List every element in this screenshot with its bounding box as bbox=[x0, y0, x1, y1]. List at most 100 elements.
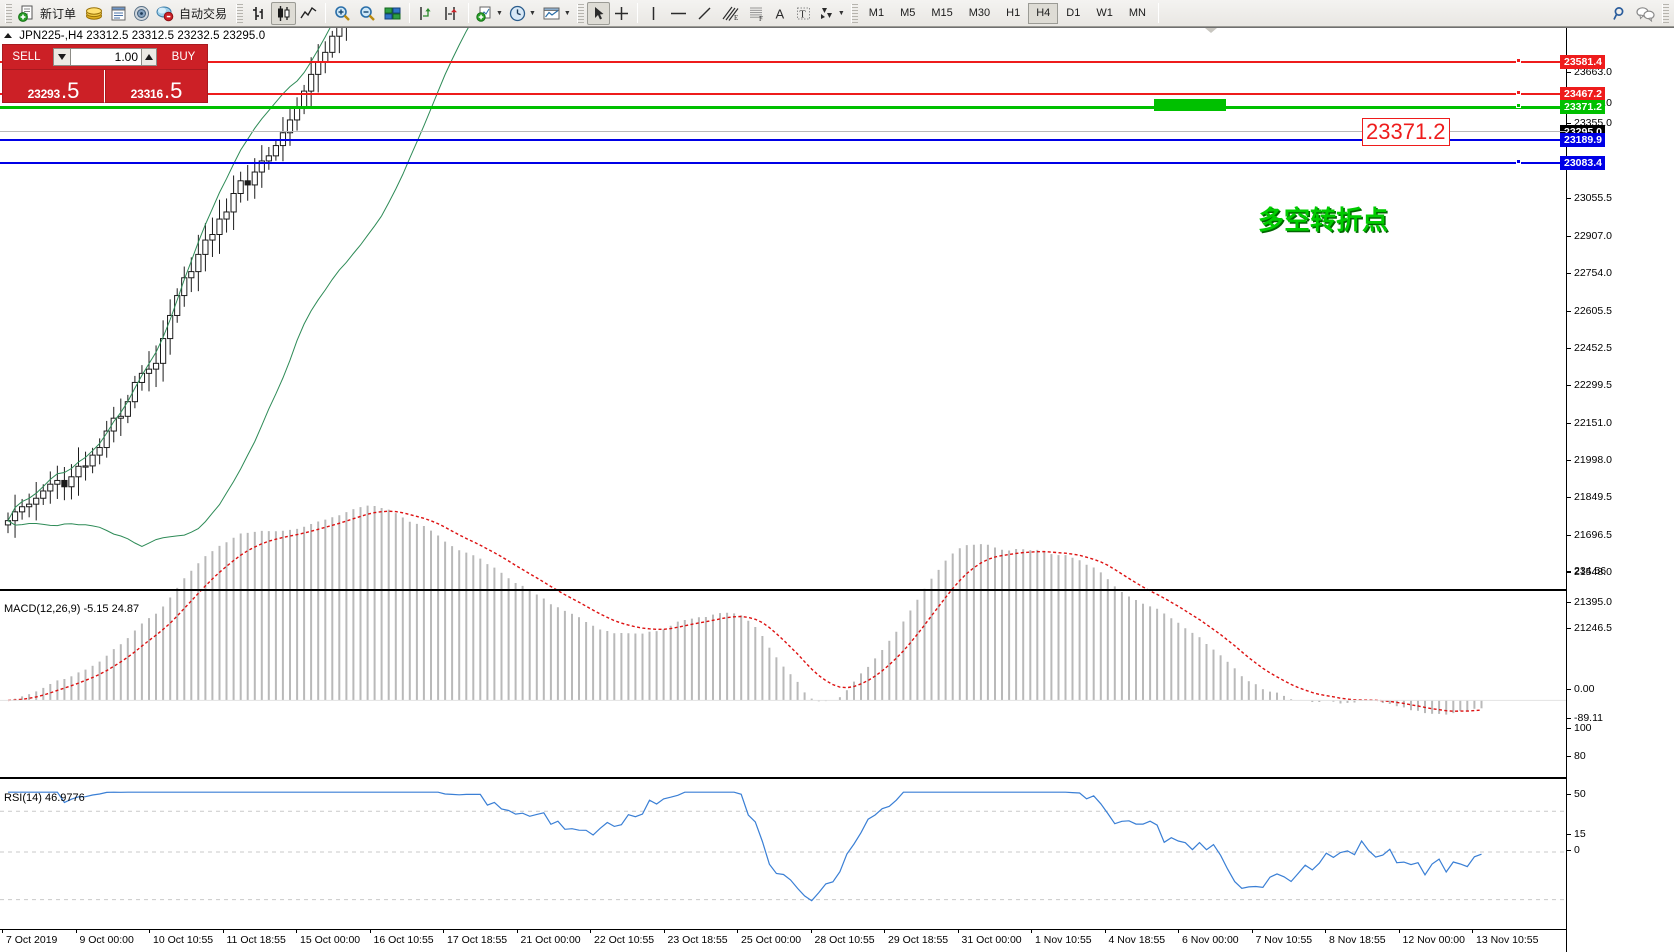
data-window-button[interactable] bbox=[107, 2, 130, 25]
candlestick-chart-button[interactable] bbox=[271, 1, 297, 25]
buy-button[interactable]: BUY bbox=[160, 44, 208, 70]
timeframe-button-h1[interactable]: H1 bbox=[1006, 7, 1021, 19]
indicators-caret-icon[interactable]: ▼ bbox=[496, 9, 503, 17]
timeframe-button-w1[interactable]: W1 bbox=[1096, 7, 1113, 19]
timeframe-button-d1[interactable]: D1 bbox=[1066, 7, 1081, 19]
volume-dropdown-button[interactable] bbox=[53, 48, 71, 66]
chat-button[interactable] bbox=[1632, 2, 1659, 25]
buy-price-display[interactable]: 23316 .5 bbox=[105, 70, 208, 103]
price-callout-label[interactable]: 23371.2 bbox=[1362, 118, 1450, 146]
vertical-line-icon bbox=[652, 6, 655, 20]
templates-caret-icon[interactable]: ▼ bbox=[563, 9, 571, 17]
support-line-2[interactable] bbox=[0, 162, 1566, 164]
zoom-out-button[interactable] bbox=[355, 2, 380, 25]
timeframe-button-m15[interactable]: M15 bbox=[931, 7, 953, 19]
chevron-down-icon bbox=[58, 54, 66, 60]
equidistant-channel-tool-button[interactable]: E bbox=[717, 2, 744, 25]
timeframe-button-m1[interactable]: M1 bbox=[868, 7, 885, 19]
indicators-button[interactable]: ▼ bbox=[473, 2, 506, 25]
toolbar-grip-1[interactable] bbox=[5, 3, 12, 23]
pivot-line[interactable] bbox=[0, 106, 1566, 109]
period-button[interactable]: ▼ bbox=[506, 2, 539, 25]
price-tick: 23055.5 bbox=[1567, 192, 1612, 204]
buy-button-label: BUY bbox=[171, 51, 196, 63]
arrows-tool-button[interactable]: ▼ bbox=[815, 2, 848, 25]
templates-button[interactable]: ▼ bbox=[539, 2, 574, 25]
chinese-annotation[interactable]: 多空转折点 bbox=[1258, 205, 1389, 235]
zoom-in-button[interactable] bbox=[330, 2, 355, 25]
price-badge-resistance[interactable]: 23467.2 bbox=[1560, 87, 1605, 101]
crosshair-tool-button[interactable] bbox=[610, 2, 633, 25]
toolbar-grip-4[interactable] bbox=[850, 3, 858, 23]
compass-icon bbox=[134, 5, 150, 21]
collapse-triangle-icon[interactable] bbox=[4, 33, 12, 38]
arrows-caret-icon[interactable]: ▼ bbox=[837, 9, 845, 17]
text-label-tool-button[interactable]: T bbox=[792, 2, 815, 25]
search-button[interactable] bbox=[1607, 2, 1632, 25]
trade-panel-top-row: SELL 1.00 BUY bbox=[2, 44, 208, 70]
terminal-button[interactable] bbox=[82, 2, 107, 25]
resistance-handle-2[interactable] bbox=[1516, 90, 1521, 95]
vertical-line-tool-button[interactable] bbox=[642, 2, 665, 25]
price-badge-pivot[interactable]: 23371.2 bbox=[1560, 100, 1605, 114]
bar-chart-button[interactable] bbox=[246, 2, 271, 25]
rsi-indicator-label[interactable]: RSI(14) 46.9776 bbox=[4, 792, 85, 804]
macd-indicator-label[interactable]: MACD(12,26,9) -5.15 24.87 bbox=[4, 603, 140, 615]
volume-input[interactable]: 1.00 bbox=[71, 48, 142, 66]
autoscroll-button[interactable] bbox=[439, 2, 464, 25]
time-axis[interactable]: 7 Oct 2019 9 Oct 00:00 10 Oct 10:55 11 Oct … bbox=[0, 929, 1566, 952]
toolbar-grip-3[interactable] bbox=[576, 3, 584, 23]
volume-stepper-up[interactable] bbox=[142, 48, 157, 66]
price-axis[interactable]: 23663.023510.023355.023055.522907.022754… bbox=[1560, 28, 1674, 952]
trendline-icon bbox=[698, 7, 711, 19]
navigator-button[interactable] bbox=[130, 2, 153, 25]
candlestick-series bbox=[4, 28, 347, 538]
new-order-button[interactable]: 新订单 bbox=[15, 2, 82, 25]
timeframe-button-h4[interactable]: H4 bbox=[1028, 2, 1059, 24]
timeframe-button-m5[interactable]: M5 bbox=[900, 7, 916, 19]
time-tick: 28 Oct 10:55 bbox=[810, 930, 875, 946]
support-handle-2[interactable] bbox=[1516, 159, 1521, 164]
resistance-line-2[interactable] bbox=[0, 93, 1566, 95]
sell-price-display[interactable]: 23293 .5 bbox=[2, 70, 105, 103]
supply-zone-rect[interactable] bbox=[1154, 99, 1226, 111]
indicator-axis-tick: -89.11 bbox=[1567, 712, 1603, 724]
price-badge-support[interactable]: 23083.4 bbox=[1560, 156, 1605, 170]
horizontal-line-tool-button[interactable] bbox=[665, 2, 692, 25]
timeframe-button-mn[interactable]: MN bbox=[1128, 7, 1146, 19]
timeframe-button-m30[interactable]: M30 bbox=[968, 7, 991, 19]
svg-text:E: E bbox=[734, 14, 738, 22]
tile-windows-button[interactable] bbox=[380, 2, 405, 25]
buy-price-fraction: .5 bbox=[164, 78, 183, 103]
cursor-tool-button[interactable] bbox=[586, 1, 610, 25]
shift-chart-button[interactable] bbox=[414, 2, 439, 25]
toolbar-grip-2[interactable] bbox=[236, 3, 244, 23]
one-click-trading-panel[interactable]: SELL 1.00 BUY bbox=[2, 44, 208, 103]
time-tick: 6 Nov 00:00 bbox=[1178, 930, 1239, 946]
toolbar-grip-5[interactable] bbox=[1662, 3, 1669, 23]
new-order-label: 新订单 bbox=[40, 6, 77, 21]
resistance-handle-1[interactable] bbox=[1516, 58, 1521, 63]
macd-pane-divider[interactable] bbox=[0, 589, 1566, 591]
autotrade-label: 自动交易 bbox=[179, 6, 228, 21]
chart-canvas[interactable] bbox=[0, 28, 1566, 926]
price-badge-support[interactable]: 23189.9 bbox=[1560, 133, 1605, 147]
fibonacci-tool-button[interactable]: F bbox=[744, 2, 769, 25]
sell-button[interactable]: SELL bbox=[2, 44, 50, 70]
line-chart-button[interactable] bbox=[296, 2, 321, 25]
price-badge-resistance[interactable]: 23581.4 bbox=[1560, 55, 1605, 69]
price-tick: 22452.5 bbox=[1567, 342, 1612, 354]
svg-text:T: T bbox=[799, 9, 805, 20]
text-tool-button[interactable]: A bbox=[769, 2, 792, 25]
chart-window[interactable]: JPN225-,H4 23312.5 23312.5 23232.5 23295… bbox=[0, 27, 1674, 952]
autotrade-button[interactable]: 自动交易 bbox=[153, 2, 233, 25]
chart-title-text: JPN225-,H4 23312.5 23312.5 23232.5 23295… bbox=[19, 30, 266, 42]
resistance-line-1[interactable] bbox=[0, 61, 1566, 63]
price-tick: 22754.0 bbox=[1567, 267, 1612, 279]
period-caret-icon[interactable]: ▼ bbox=[528, 9, 536, 17]
chart-scroll-thumb[interactable] bbox=[1205, 28, 1217, 33]
rsi-pane-divider[interactable] bbox=[0, 777, 1566, 779]
pivot-handle[interactable] bbox=[1516, 103, 1521, 108]
support-line-1[interactable] bbox=[0, 139, 1566, 141]
trendline-tool-button[interactable] bbox=[692, 2, 717, 25]
